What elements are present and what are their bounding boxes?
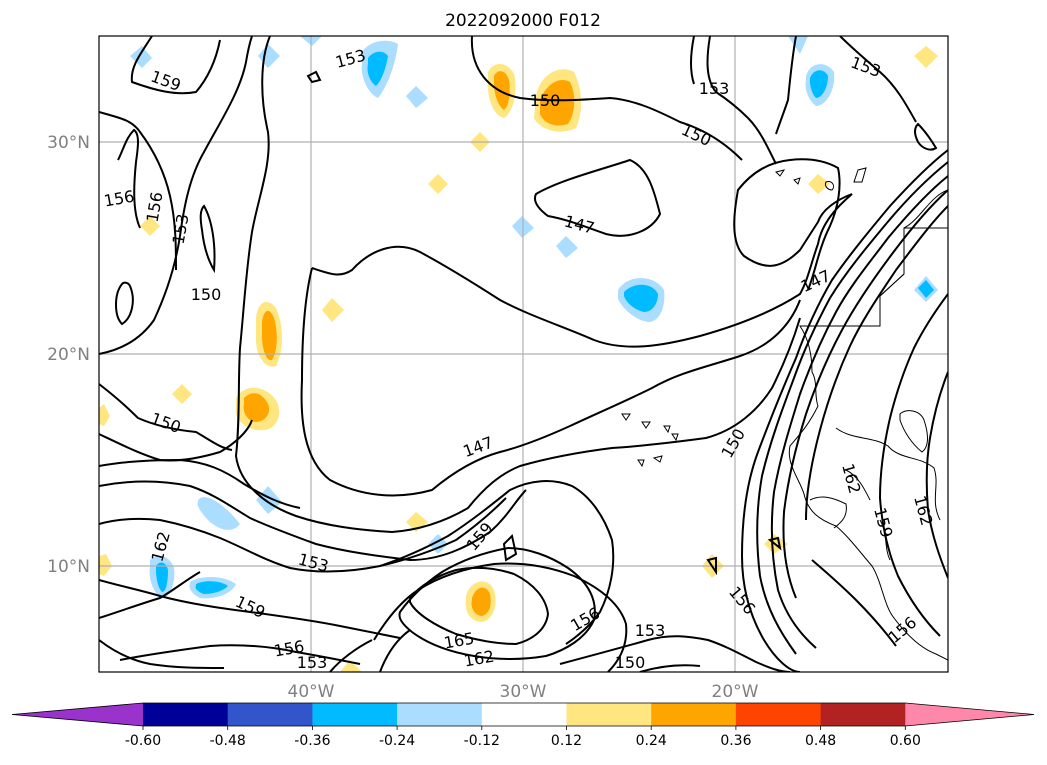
contour-147-central	[311, 158, 853, 348]
lat-label-10n: 10°N	[47, 557, 90, 577]
colorbar-tick-label: -0.12	[464, 733, 500, 749]
contour-159-central	[379, 480, 615, 645]
contour-150-outer	[234, 36, 801, 534]
colorbar-tick-label: -0.24	[379, 733, 415, 749]
lat-label-20n: 20°N	[47, 345, 90, 365]
shaded-anomaly-patches	[99, 36, 938, 672]
contour-147-low	[300, 267, 801, 497]
svg-text:153: 153	[297, 653, 328, 672]
colorbar-tick-label: 0.36	[720, 733, 751, 749]
height-contours	[99, 36, 948, 672]
contour-153-west	[99, 36, 253, 355]
contour-band-east	[740, 149, 948, 672]
colorbar-segment	[143, 703, 229, 726]
colorbar-segment	[566, 703, 652, 726]
colorbar-tick-label: 0.24	[636, 733, 667, 749]
colorbar-extend-low	[12, 703, 143, 726]
map-frame	[98, 35, 949, 673]
contour-150-east	[706, 36, 777, 165]
colorbar-segment	[481, 703, 567, 726]
coastlines	[621, 167, 948, 661]
lat-label-30n: 30°N	[47, 133, 90, 153]
svg-text:150: 150	[530, 91, 561, 110]
svg-text:150: 150	[191, 285, 222, 304]
colorbar-segment	[651, 703, 737, 726]
figure-title: 2022092000 F012	[445, 11, 601, 31]
lon-label-30w: 30°W	[500, 682, 547, 702]
colorbar-tick-label: -0.60	[125, 733, 161, 749]
colorbar: -0.60 -0.48 -0.36 -0.24 -0.12 0.12 0.24 0.36 0.4…	[11, 702, 1035, 749]
colorbar-segment	[227, 703, 313, 726]
svg-text:153: 153	[635, 621, 666, 640]
colorbar-tick-label: -0.36	[294, 733, 330, 749]
colorbar-segment	[820, 703, 906, 726]
colorbar-segment	[312, 703, 398, 726]
contour-153-south	[329, 639, 373, 672]
colorbar-tick-label: 0.12	[551, 733, 582, 749]
longitude-labels: 40°W 30°W 20°W	[288, 682, 759, 702]
graticule	[99, 36, 948, 672]
colorbar-tick-label: 0.60	[890, 733, 921, 749]
lon-label-20w: 20°W	[712, 682, 759, 702]
svg-text:150: 150	[615, 653, 646, 672]
colorbar-tick-label: -0.48	[210, 733, 246, 749]
colorbar-extend-high	[905, 703, 1034, 726]
colorbar-segment	[735, 703, 822, 726]
lon-label-40w: 40°W	[288, 682, 335, 702]
colorbar-segment	[397, 703, 483, 726]
colorbar-tick-label: 0.48	[805, 733, 836, 749]
contour-147-closed	[534, 158, 662, 237]
latitude-labels: 30°N 20°N 10°N	[47, 133, 90, 577]
svg-text:153: 153	[699, 79, 730, 98]
contour-156-west	[99, 579, 401, 639]
